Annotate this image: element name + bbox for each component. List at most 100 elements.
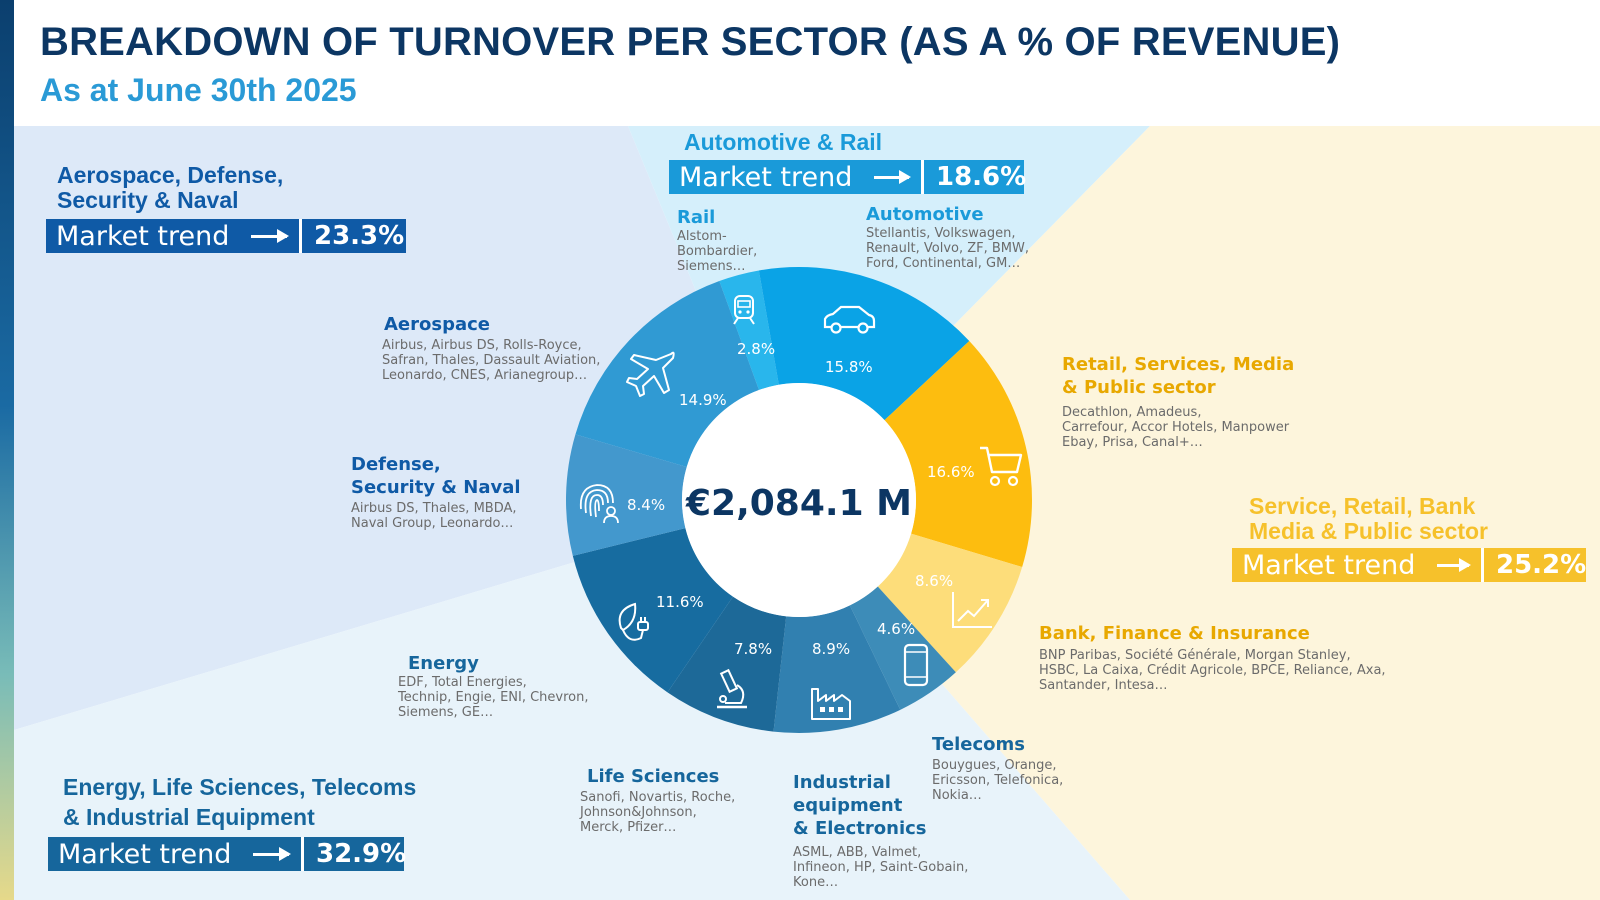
group-title-line: Service, Retail, Bank: [1249, 493, 1476, 519]
trend-label: Market trend: [56, 220, 230, 252]
data-label-industrial: 8.9%: [812, 640, 851, 658]
sector-name-line: & Public sector: [1062, 377, 1216, 398]
group-title-automotive-rail: Automotive & Rail: [684, 130, 882, 155]
client-line: Infineon, HP, Saint-Gobain,: [793, 860, 969, 875]
data-label-energy: 11.6%: [656, 593, 704, 611]
sector-clients: ASML, ABB, Valmet, Infineon, HP, Saint-G…: [793, 845, 968, 890]
page-subtitle: As at June 30th 2025: [40, 72, 357, 108]
smartphone-icon: [903, 643, 929, 687]
trend-label: Market trend: [679, 161, 853, 193]
sector-name: Life Sciences: [587, 766, 720, 787]
trend-box-energy: Market trend 32.9%: [48, 837, 406, 871]
client-line: ASML, ABB, Valmet,: [793, 845, 922, 860]
client-line: EDF, Total Energies,: [398, 675, 527, 690]
trend-label: Market trend: [58, 838, 232, 870]
donut-slice-defense: [566, 434, 687, 556]
sector-label-energy: Energy EDF, Total Energies, Technip, Eng…: [398, 652, 589, 720]
arrow-right-icon: [1437, 557, 1471, 572]
sector-label-automotive: Automotive Stellantis, Volkswagen, Renau…: [866, 203, 1029, 271]
data-label-automotive: 15.8%: [825, 358, 873, 376]
client-line: HSBC, La Caixa, Crédit Agricole, BPCE, R…: [1039, 663, 1386, 678]
sector-label-rail: Rail Alstom- Bombardier, Siemens…: [677, 206, 757, 274]
trend-label: Market trend: [1242, 549, 1416, 581]
arrow-right-icon: [874, 169, 911, 184]
sector-clients: Bouygues, Orange, Ericsson, Telefonica, …: [932, 758, 1063, 803]
trend-label-box: Market trend: [1232, 548, 1481, 582]
group-title-line: Media & Public sector: [1249, 518, 1489, 544]
aero-region: [14, 126, 782, 730]
donut-slice-telecoms: [849, 586, 956, 710]
factory-icon: [811, 688, 851, 720]
group-title-line: Automotive & Rail: [684, 129, 883, 155]
sector-label-defense: Defense, Security & Naval Airbus DS, Tha…: [351, 453, 521, 531]
client-line: Safran, Thales, Dassault Aviation,: [382, 353, 601, 368]
client-line: Ebay, Prisa, Canal+…: [1062, 435, 1203, 450]
group-title-service: Service, Retail, Bank Media & Public sec…: [1249, 494, 1488, 544]
sector-clients: Stellantis, Volkswagen, Renault, Volvo, …: [866, 226, 1029, 271]
sector-name-line: & Electronics: [793, 818, 927, 839]
data-label-rail: 2.8%: [737, 340, 776, 358]
client-line: Leonardo, CNES, Arianegroup…: [382, 368, 588, 383]
data-label-retail: 16.6%: [927, 463, 975, 481]
sector-name-line: Security & Naval: [351, 477, 521, 498]
client-line: Ford, Continental, GM…: [866, 256, 1021, 271]
donut-slice-energy: [572, 528, 733, 693]
client-line: Decathlon, Amadeus,: [1062, 405, 1202, 420]
sector-clients: EDF, Total Energies, Technip, Engie, ENI…: [398, 675, 589, 720]
sector-name: Telecoms: [932, 734, 1025, 755]
sector-label-bank: Bank, Finance & Insurance BNP Paribas, S…: [1039, 622, 1386, 693]
client-line: Bouygues, Orange,: [932, 758, 1057, 773]
client-line: Naval Group, Leonardo…: [351, 516, 514, 531]
growth-chart-icon: [952, 592, 992, 628]
donut-slice-retail: [884, 340, 1032, 568]
sector-name-line: Retail, Services, Media: [1062, 354, 1295, 375]
trend-separator: [921, 160, 924, 194]
group-title-line: & Industrial Equipment: [63, 804, 315, 830]
trend-separator: [301, 837, 304, 871]
sector-clients: Airbus DS, Thales, MBDA, Naval Group, Le…: [351, 501, 521, 531]
sector-label-life-sciences: Life Sciences Sanofi, Novartis, Roche, J…: [580, 765, 735, 835]
trend-separator: [299, 219, 302, 253]
service-region: [782, 126, 1600, 900]
leaf-plug-icon: [618, 602, 649, 641]
client-line: Technip, Engie, ENI, Chevron,: [398, 690, 589, 705]
client-line: Nokia…: [932, 788, 982, 803]
group-title-line: Energy, Life Sciences, Telecoms: [63, 774, 417, 800]
client-line: Siemens, GE…: [398, 705, 494, 720]
client-line: Alstom-: [677, 229, 727, 244]
donut-hole: [682, 383, 916, 617]
client-line: BNP Paribas, Société Générale, Morgan St…: [1039, 648, 1351, 663]
sector-clients: Sanofi, Novartis, Roche, Johnson&Johnson…: [580, 790, 735, 835]
data-label-aerospace: 14.9%: [679, 391, 727, 409]
microscope-icon: [717, 668, 747, 709]
sector-name: Aerospace: [384, 314, 491, 335]
fingerprint-icon: [579, 484, 619, 524]
trend-separator: [1481, 548, 1484, 582]
shopping-cart-icon: [980, 446, 1023, 487]
page-title: BREAKDOWN OF TURNOVER PER SECTOR (AS A %…: [40, 20, 1341, 64]
data-label-telecoms: 4.6%: [877, 620, 916, 638]
data-label-life-sciences: 7.8%: [734, 640, 773, 658]
trend-label-box: Market trend: [46, 219, 299, 253]
client-line: Airbus, Airbus DS, Rolls-Royce,: [382, 338, 582, 353]
donut-slice-industrial: [773, 605, 901, 734]
client-line: Airbus DS, Thales, MBDA,: [351, 501, 517, 516]
sector-clients: Decathlon, Amadeus, Carrefour, Accor Hot…: [1062, 405, 1294, 450]
client-line: Johnson&Johnson,: [580, 805, 697, 820]
trend-box-aerospace: Market trend 23.3%: [46, 219, 406, 253]
donut-slice-aerospace: [575, 281, 759, 468]
train-icon: [733, 295, 755, 325]
sector-name-line: Industrial: [793, 772, 891, 793]
sector-label-aerospace: Aerospace Airbus, Airbus DS, Rolls-Royce…: [382, 313, 600, 383]
arrow-right-icon: [251, 228, 289, 243]
client-line: Stellantis, Volkswagen,: [866, 226, 1016, 241]
sector-clients: Airbus, Airbus DS, Rolls-Royce, Safran, …: [382, 338, 600, 383]
arrow-right-icon: [253, 846, 291, 861]
sector-label-retail: Retail, Services, Media & Public sector …: [1062, 353, 1294, 450]
client-line: Santander, Intesa…: [1039, 678, 1168, 693]
trend-box-service: Market trend 25.2%: [1232, 548, 1586, 582]
client-line: Carrefour, Accor Hotels, Manpower: [1062, 420, 1290, 435]
data-label-bank: 8.6%: [915, 572, 954, 590]
sector-label-telecoms: Telecoms Bouygues, Orange, Ericsson, Tel…: [932, 733, 1063, 803]
sector-label-industrial: Industrial equipment & Electronics ASML,…: [793, 771, 968, 890]
